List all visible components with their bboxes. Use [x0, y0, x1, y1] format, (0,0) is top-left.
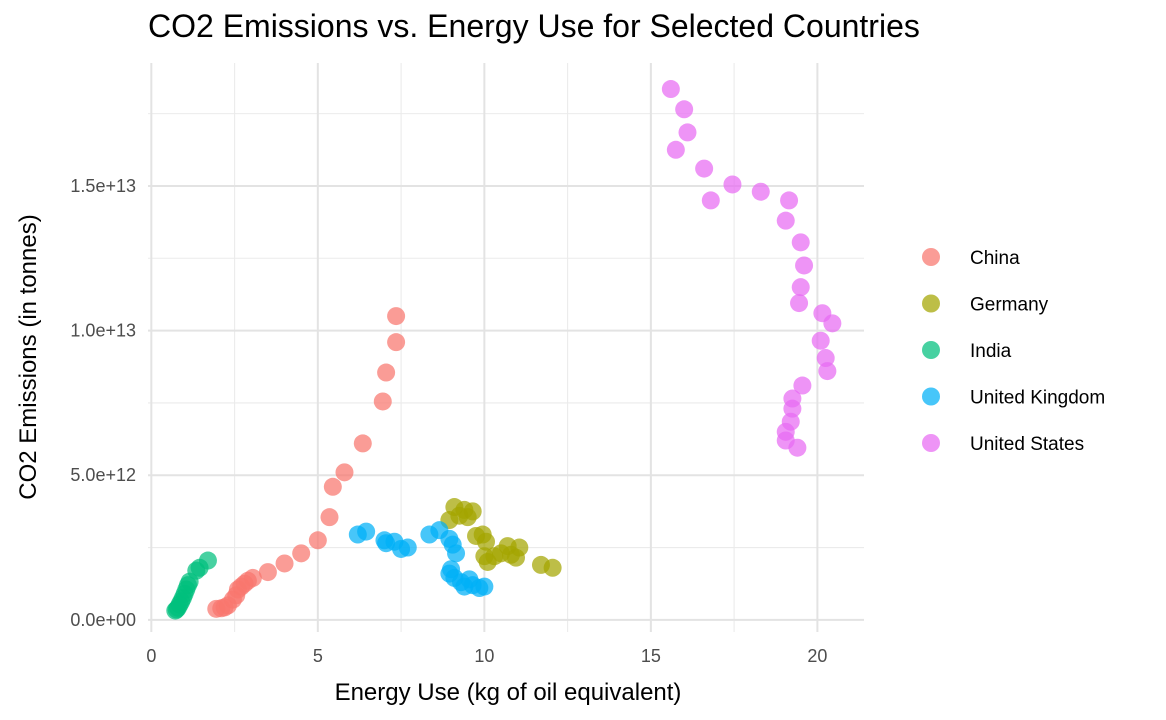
- data-point-united-states: [678, 123, 697, 142]
- data-point-united-states: [695, 159, 714, 178]
- data-point-united-kingdom: [447, 544, 466, 563]
- legend: China Germany India United Kingdom United St…: [922, 248, 1105, 455]
- x-axis-title: Energy Use (kg of oil equivalent): [335, 679, 682, 706]
- legend-item-india: India: [922, 341, 1012, 362]
- y-tick-label: 1.5e+13: [70, 176, 136, 196]
- data-point-china: [373, 392, 392, 411]
- data-point-india: [198, 551, 217, 570]
- y-axis-title: CO2 Emissions (in tonnes): [15, 214, 42, 499]
- data-point-united-states: [791, 233, 810, 252]
- y-tick-label: 1.0e+13: [70, 321, 136, 341]
- legend-item-united-states: United States: [922, 434, 1084, 455]
- data-point-united-states: [666, 140, 685, 159]
- x-tick-label: 0: [146, 646, 156, 666]
- legend-label-united-kingdom: United Kingdom: [970, 388, 1105, 409]
- data-point-china: [387, 333, 406, 352]
- data-point-china: [292, 544, 311, 563]
- x-tick-label: 15: [641, 646, 661, 666]
- legend-key-united-kingdom: [922, 387, 940, 406]
- y-axis-tick-labels: 0.0e+00 5.0e+12 1.0e+13 1.5e+13: [70, 176, 136, 630]
- data-point-china: [308, 531, 327, 550]
- data-point-united-states: [780, 191, 799, 210]
- data-point-united-states: [723, 175, 742, 194]
- data-point-united-states: [823, 314, 842, 333]
- data-point-united-states: [818, 362, 837, 381]
- data-point-china: [387, 307, 406, 326]
- y-tick-label: 0.0e+00: [70, 610, 136, 630]
- data-point-germany: [510, 538, 529, 557]
- x-tick-label: 10: [474, 646, 494, 666]
- data-point-united-kingdom: [398, 538, 417, 557]
- data-point-china: [243, 568, 262, 587]
- data-points: [166, 80, 842, 620]
- x-tick-label: 20: [807, 646, 827, 666]
- data-point-germany: [477, 532, 496, 551]
- legend-key-china: [922, 248, 940, 266]
- data-point-united-states: [701, 191, 720, 210]
- data-point-china: [320, 508, 339, 527]
- legend-key-united-states: [922, 434, 940, 452]
- data-point-united-states: [790, 294, 809, 313]
- legend-item-united-kingdom: United Kingdom: [922, 387, 1105, 409]
- data-point-united-states: [795, 256, 814, 275]
- legend-item-germany: Germany: [922, 294, 1049, 316]
- data-point-china: [258, 563, 277, 582]
- data-point-united-states: [675, 100, 694, 119]
- legend-label-india: India: [970, 341, 1012, 362]
- data-point-united-states: [751, 182, 770, 201]
- legend-label-china: China: [970, 248, 1020, 269]
- data-point-united-kingdom: [475, 577, 494, 596]
- y-tick-label: 5.0e+12: [70, 465, 136, 485]
- data-point-china: [377, 363, 396, 382]
- x-tick-label: 5: [313, 646, 323, 666]
- legend-label-united-states: United States: [970, 434, 1084, 455]
- data-point-united-states: [811, 331, 830, 350]
- legend-item-china: China: [922, 248, 1020, 269]
- data-point-germany: [543, 558, 562, 577]
- data-point-united-kingdom: [357, 522, 376, 541]
- data-point-germany: [463, 502, 482, 521]
- data-point-china: [275, 554, 294, 573]
- chart-title: CO2 Emissions vs. Energy Use for Selecte…: [148, 8, 920, 44]
- legend-key-germany: [922, 294, 940, 313]
- data-point-united-states: [793, 376, 812, 395]
- legend-label-germany: Germany: [970, 295, 1049, 316]
- legend-key-india: [922, 341, 940, 359]
- data-point-united-states: [776, 211, 795, 230]
- data-point-china: [323, 477, 342, 496]
- data-point-united-states: [791, 278, 810, 297]
- data-point-china: [353, 434, 372, 453]
- data-point-china: [335, 463, 354, 482]
- data-point-united-states: [788, 438, 807, 457]
- data-point-united-states: [661, 80, 680, 99]
- x-axis-tick-labels: 0 5 10 15 20: [146, 646, 827, 666]
